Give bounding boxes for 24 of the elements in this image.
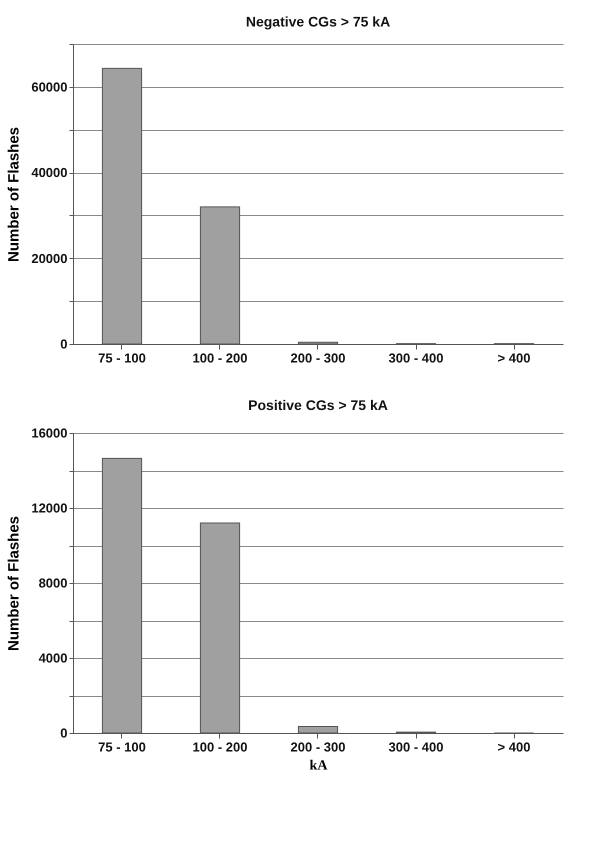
x-tick-label: 200 - 300 (290, 740, 346, 754)
chart-title: Negative CGs > 75 kA (246, 14, 390, 30)
x-tick-label: > 400 (498, 350, 530, 366)
y-axis-title: Number of Flashes (5, 126, 22, 262)
y-tick-label: 8000 (38, 576, 68, 590)
x-tick-label: 300 - 400 (388, 350, 444, 366)
y-tick-label: 0 (60, 726, 68, 740)
x-tick-label: 100 - 200 (192, 350, 248, 366)
x-axis-title: kA (310, 758, 328, 774)
x-tick-label: 200 - 300 (290, 350, 346, 366)
x-tick-label: 300 - 400 (388, 740, 444, 754)
x-tick-label: 100 - 200 (192, 740, 248, 754)
y-tick-label: 4000 (38, 650, 68, 666)
x-tick-label: 75 - 100 (98, 350, 146, 366)
y-axis-title: Number of Flashes (5, 516, 22, 652)
y-tick-label: 12000 (31, 500, 68, 516)
chart-title: Positive CGs > 75 kA (248, 397, 388, 413)
x-tick-label: 75 - 100 (98, 740, 146, 754)
y-tick-label: 16000 (31, 426, 68, 440)
y-tick-label: 60000 (31, 79, 68, 94)
y-tick-label: 0 (60, 336, 68, 352)
x-tick-label: > 400 (498, 740, 530, 754)
y-tick-label: 40000 (31, 165, 68, 180)
y-tick-label: 20000 (31, 250, 68, 266)
